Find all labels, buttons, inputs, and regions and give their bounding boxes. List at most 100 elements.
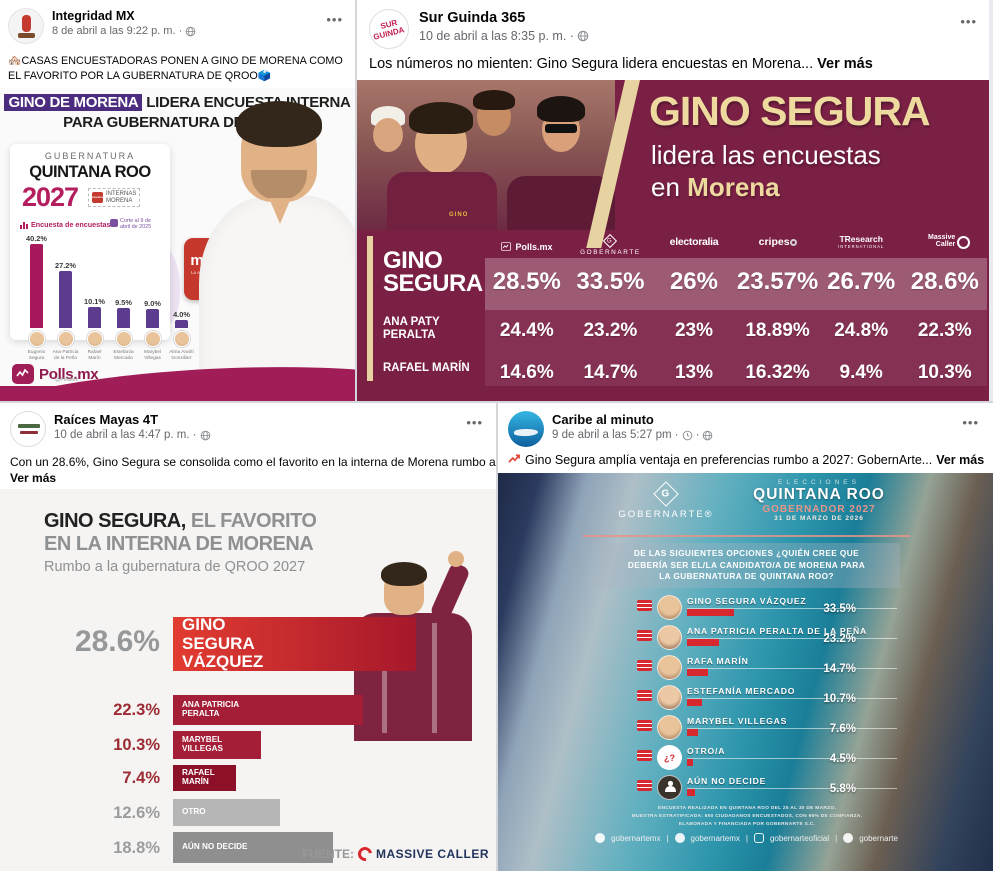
poll-values-row-rafael: 14.6% 14.7% 13% 16.32% 9.4% 10.3% xyxy=(485,362,987,384)
candidate-name2: Segura xyxy=(28,355,45,361)
candidate-photo xyxy=(115,331,132,347)
massive-caller-icon xyxy=(957,235,971,249)
page-name[interactable]: Sur Guinda 365 xyxy=(419,10,526,26)
post-menu-button[interactable]: ••• xyxy=(962,415,979,430)
chart-row: 7.4% RAFAEL MARÍN xyxy=(0,765,497,791)
post-timestamp[interactable]: 9 de abril a las 5:27 pm · xyxy=(552,429,679,441)
candidate-name2: Marín xyxy=(88,355,101,361)
candidate-photo xyxy=(657,655,682,680)
post-text: Con un 28.6%, Gino Segura se consolida c… xyxy=(10,455,497,469)
page-name[interactable]: Integridad MX xyxy=(52,9,135,23)
avatar[interactable] xyxy=(508,411,544,447)
bar-value-label: 10.1% xyxy=(84,296,105,306)
candidate-name: ESTEFANÍA MERCADO xyxy=(687,686,796,696)
chart-row: 22.3% ANA PATRICIA PERALTA xyxy=(0,695,497,725)
chart-row: 10.3% MARYBEL VILLEGAS xyxy=(0,731,497,759)
red-tag-icon xyxy=(637,660,652,671)
divider-horizontal xyxy=(0,401,993,403)
massive-caller-icon xyxy=(355,844,375,864)
candidate-name: Rafael xyxy=(87,350,102,355)
poll-value: 9.4% xyxy=(839,362,883,383)
result-row: ANA PATRICIA PERALTA DE LA PEÑA 23.2% xyxy=(583,625,910,654)
avatar[interactable]: SUR GUINDA xyxy=(369,9,409,49)
bar-column: 40.2% Eugenio Segura xyxy=(22,214,51,362)
globe-icon xyxy=(577,30,589,42)
poll-value: 16.32% xyxy=(745,362,810,383)
separator-dot: · xyxy=(695,429,700,441)
poll-value: 13% xyxy=(674,362,713,383)
avatar-logo-shape xyxy=(22,15,31,32)
headline: GINO SEGURA xyxy=(649,88,931,134)
facebook-icon xyxy=(595,833,606,843)
post-timestamp[interactable]: 10 de abril a las 4:47 p. m. · xyxy=(54,429,197,441)
title-line2: EN LA INTERNA DE MORENA xyxy=(44,533,314,555)
bar-label: RAFAEL MARÍN xyxy=(182,768,215,786)
post-timestamp[interactable]: 8 de abril a las 9:22 p. m. · xyxy=(52,25,183,37)
result-row: ¿? OTRO/A 4.5% xyxy=(583,745,910,774)
pollsmx-handle: @PollsMx xyxy=(55,377,78,383)
bar-no-decide: AÚN NO DECIDE xyxy=(173,832,333,863)
pct-label: 7.4% xyxy=(122,769,160,787)
poll-values-row-ana-paty: 24.4% 23.2% 23% 18.89% 24.8% 22.3% xyxy=(485,320,987,342)
poll-question: DE LAS SIGUIENTES OPCIONES ¿QUIÉN CREE Q… xyxy=(593,543,900,588)
post-image-infographic[interactable]: GINO SEGURA, EL FAVORITO EN LA INTERNA D… xyxy=(0,489,497,871)
post-menu-button[interactable]: ••• xyxy=(326,12,343,27)
ver-mas-link[interactable]: Ver más xyxy=(936,453,985,467)
card-kicker: GUBERNATURA xyxy=(44,151,136,161)
bar-column: 4.0% Alma Anahí González xyxy=(167,214,196,362)
ver-mas-link[interactable]: Ver más xyxy=(10,471,57,485)
post-image-infographic[interactable]: GINO GINO SEGURA lidera las encuestas en… xyxy=(357,80,993,401)
massive-caller-wordmark: MASSIVE CALLER xyxy=(375,847,489,861)
chart-row: 12.6% OTRO xyxy=(0,799,497,826)
tresearch-sub: INTERNATIONAL xyxy=(838,244,885,249)
x-twitter-icon xyxy=(674,833,685,843)
candidate-name2: de la Peña xyxy=(54,355,77,361)
post-menu-button[interactable]: ••• xyxy=(466,415,483,430)
post-menu-button[interactable]: ••• xyxy=(960,14,977,29)
ver-mas-link[interactable]: Ver más xyxy=(817,56,873,72)
candidate-name: Ana Patricia xyxy=(52,350,79,355)
candidate-photo xyxy=(657,685,682,710)
title-black: GINO SEGURA, xyxy=(44,510,186,532)
shirt-logo-text: GINO xyxy=(449,212,469,218)
gobernarte-panel: G GOBERNARTE® ELECCIONES QUINTANA ROO GO… xyxy=(583,473,910,871)
social-handles: gobernartemx | gobernartemx | gobernarte… xyxy=(583,833,910,843)
result-pct: 10.7% xyxy=(823,693,856,705)
title-highlight: GINO DE MORENA xyxy=(4,94,143,111)
result-pct: 5.8% xyxy=(829,783,856,795)
poll-value: 26.7% xyxy=(827,268,896,295)
red-tag-icon xyxy=(637,780,652,791)
candidate-name: MARYBEL VILLEGAS xyxy=(687,716,788,726)
poll-value: 18.89% xyxy=(745,320,810,341)
post-text: 🏘️CASAS ENCUESTADORAS PONEN A GINO DE MO… xyxy=(8,54,348,83)
office-label: GOBERNADOR 2027 xyxy=(762,504,876,515)
bar-value-label: 27.2% xyxy=(55,260,76,270)
bar-label: OTRO xyxy=(182,807,206,817)
poll-value: 10.3% xyxy=(917,362,972,383)
tiktok-icon xyxy=(843,833,854,843)
emoji-ballot: 🗳️ xyxy=(257,69,272,82)
social-handle: gobernartemx xyxy=(690,833,740,843)
page-name[interactable]: Raíces Mayas 4T xyxy=(54,412,159,427)
title-gray: EL FAVORITO xyxy=(185,510,317,532)
red-tag-icon xyxy=(637,750,652,761)
bar-column: 9.0% Marybel Villegas xyxy=(138,214,167,362)
bar xyxy=(174,319,188,328)
post-timestamp[interactable]: 10 de abril a las 8:35 p. m. · xyxy=(419,29,574,43)
avatar[interactable] xyxy=(10,411,46,447)
pollster-cripes: cripes xyxy=(758,236,790,248)
chart-row: 28.6% GINO SEGURA VÁZQUEZ xyxy=(0,616,497,671)
red-tag-icon xyxy=(637,690,652,701)
poll-bar-chart: 40.2% Eugenio Segura 27.2% Ana Patricia de… xyxy=(22,214,196,362)
post-image-infographic[interactable]: GINO DE MORENA LIDERA ENCUESTA INTERNA P… xyxy=(0,88,355,401)
supporter-face xyxy=(373,118,403,152)
window-edge-strip xyxy=(989,0,993,401)
candidate-photo xyxy=(28,331,45,347)
result-bar xyxy=(687,759,694,766)
election-header: ELECCIONES QUINTANA ROO GOBERNADOR 2027 … xyxy=(734,479,904,522)
page-name[interactable]: Caribe al minuto xyxy=(552,412,654,427)
social-handle: gobernartemx xyxy=(611,833,661,843)
post-image-infographic[interactable]: G GOBERNARTE® ELECCIONES QUINTANA ROO GO… xyxy=(498,473,993,871)
avatar[interactable] xyxy=(8,8,44,44)
